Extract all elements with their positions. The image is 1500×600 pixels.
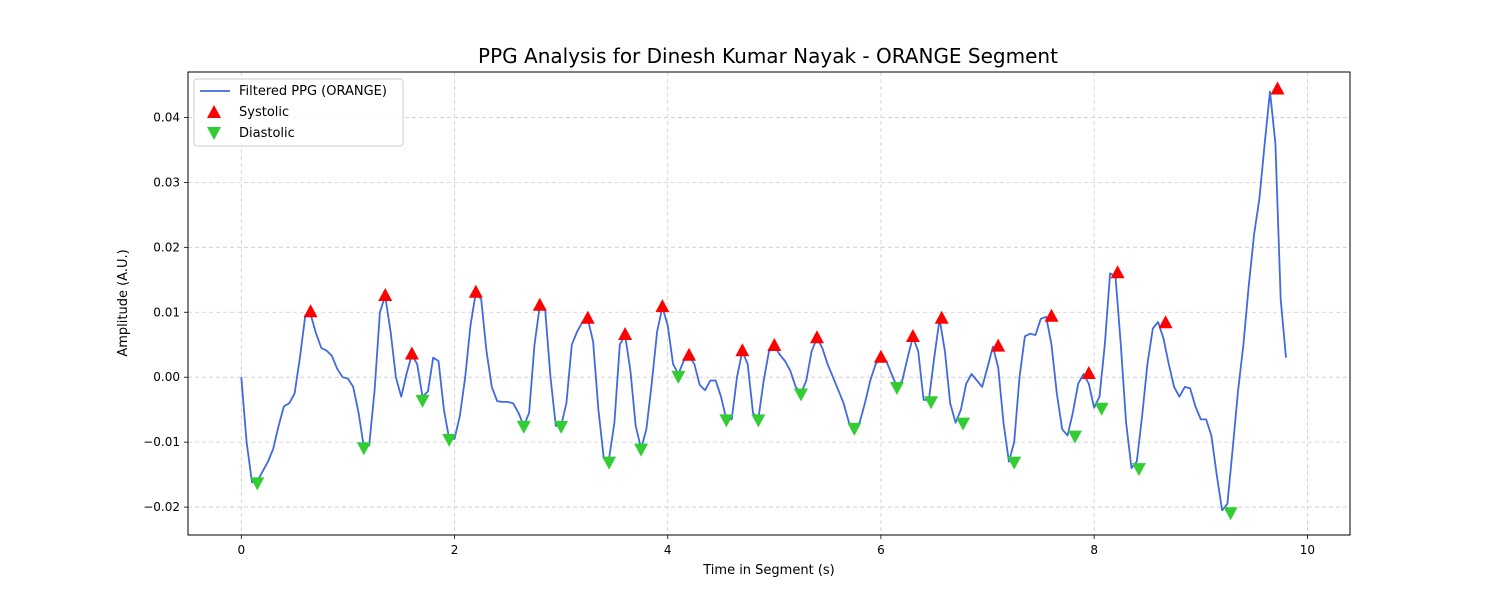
systolic-marker: [873, 349, 888, 363]
systolic-marker: [934, 310, 949, 324]
grid: [188, 72, 1350, 535]
x-tick-label: 10: [1300, 543, 1315, 557]
diastolic-marker: [956, 417, 971, 431]
diastolic-marker: [442, 433, 457, 447]
diastolic-marker: [793, 388, 808, 402]
legend-diastolic-marker: [207, 127, 221, 140]
plot-area: [240, 81, 1287, 521]
y-tick-label: 0.01: [153, 305, 180, 319]
systolic-marker: [378, 288, 393, 302]
diastolic-marker: [554, 420, 569, 434]
y-axis-ticks: −0.02 −0.01 0.00 0.01 0.02 0.03 0.04: [143, 110, 188, 514]
legend-label-systolic: Systolic: [239, 105, 289, 120]
diastolic-marker: [751, 414, 766, 428]
x-tick-label: 6: [877, 543, 885, 557]
diastolic-marker: [415, 394, 430, 408]
y-tick-label: 0.00: [153, 370, 180, 384]
x-axis-label: Time in Segment (s): [702, 563, 834, 578]
diastolic-markers: [250, 370, 1238, 521]
systolic-marker: [1110, 265, 1125, 279]
systolic-marker: [682, 347, 697, 361]
systolic-markers: [303, 81, 1285, 379]
diastolic-marker: [1131, 463, 1146, 477]
systolic-marker: [580, 310, 595, 324]
y-tick-label: −0.01: [143, 435, 180, 449]
legend-frame: [193, 78, 404, 147]
legend: Filtered PPG (ORANGE) Systolic Diastolic: [193, 78, 404, 147]
systolic-marker: [303, 304, 318, 318]
ppg-series-line: [240, 90, 1287, 512]
diastolic-marker: [719, 414, 734, 428]
y-tick-label: −0.02: [143, 500, 180, 514]
legend-label-ppg: Filtered PPG (ORANGE): [239, 84, 387, 99]
systolic-marker: [468, 284, 483, 298]
diastolic-marker: [847, 422, 862, 436]
systolic-marker: [404, 346, 419, 360]
y-tick-label: 0.02: [153, 240, 180, 254]
systolic-marker: [1081, 365, 1096, 379]
systolic-marker: [809, 330, 824, 344]
systolic-marker: [618, 326, 633, 340]
x-tick-label: 4: [664, 543, 672, 557]
diastolic-marker: [889, 381, 904, 395]
diastolic-marker: [634, 443, 649, 457]
diastolic-marker: [1094, 402, 1109, 416]
systolic-marker: [655, 299, 670, 313]
y-tick-label: 0.04: [153, 110, 180, 124]
y-axis-label: Amplitude (A.U.): [116, 249, 131, 356]
diastolic-marker: [250, 477, 265, 491]
systolic-marker: [905, 328, 920, 342]
systolic-marker: [767, 338, 782, 352]
systolic-marker: [735, 343, 750, 357]
x-axis-ticks: 0 2 4 6 8 10: [237, 535, 1315, 557]
x-tick-label: 0: [237, 543, 245, 557]
diastolic-marker: [602, 456, 617, 470]
systolic-marker: [532, 297, 547, 311]
legend-systolic-marker: [207, 105, 221, 118]
systolic-marker: [1044, 308, 1059, 322]
x-tick-label: 8: [1090, 543, 1098, 557]
diastolic-marker: [1067, 430, 1082, 444]
diastolic-marker: [924, 396, 939, 410]
diastolic-marker: [356, 442, 371, 456]
diastolic-marker: [516, 420, 531, 434]
x-tick-label: 2: [451, 543, 459, 557]
diastolic-marker: [1007, 456, 1022, 470]
legend-label-diastolic: Diastolic: [239, 126, 295, 141]
systolic-marker: [1270, 81, 1285, 95]
chart-title: PPG Analysis for Dinesh Kumar Nayak - OR…: [478, 44, 1058, 68]
systolic-marker: [991, 338, 1006, 352]
plot-frame: [187, 71, 1351, 536]
diastolic-marker: [1223, 507, 1238, 521]
y-tick-label: 0.03: [153, 175, 180, 189]
diastolic-marker: [671, 370, 686, 384]
systolic-marker: [1158, 315, 1173, 329]
